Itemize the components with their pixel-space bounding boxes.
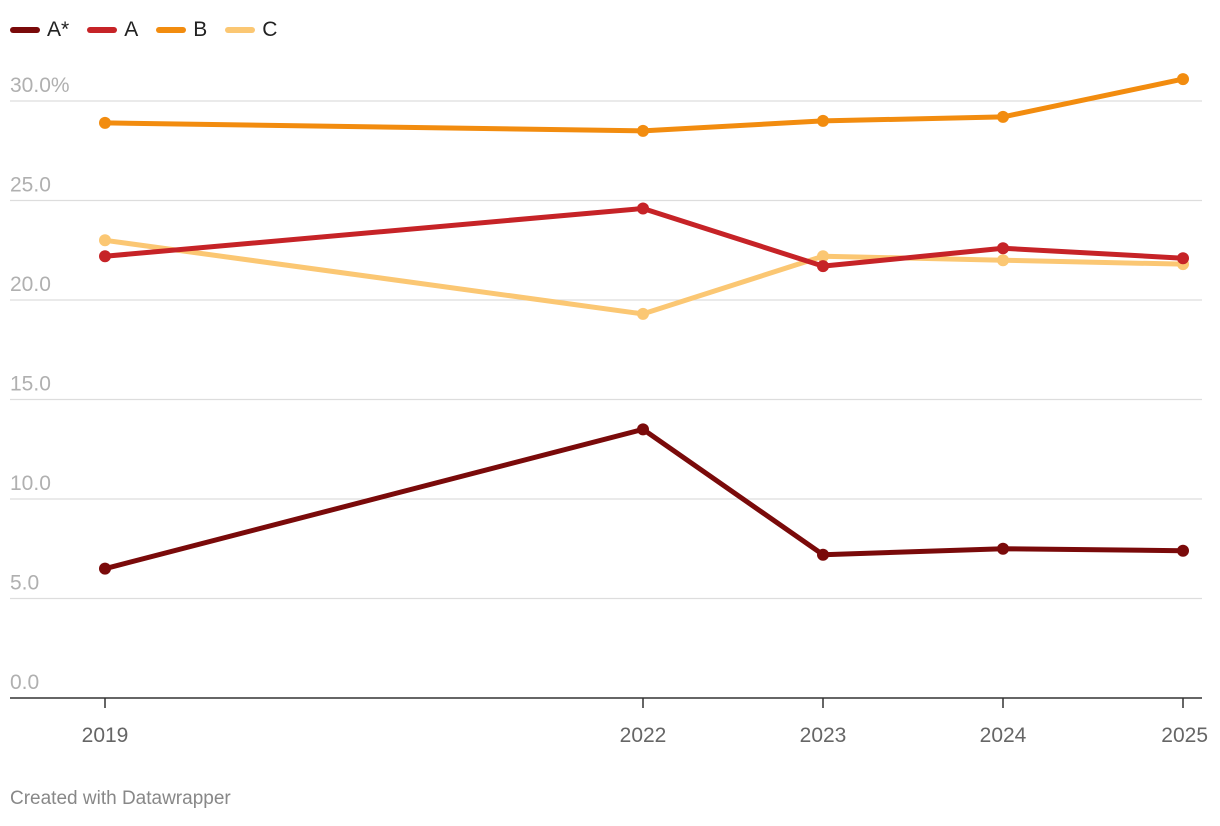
legend-swatch [87,27,118,33]
data-point [1177,544,1189,557]
y-axis-ticks: 0.0 5.0 10.0 15.0 20.0 25.0 30.0% [10,74,70,694]
data-point [817,548,829,561]
y-tick-label: 5.0 [10,572,39,595]
legend-swatch [156,27,187,33]
series-lines [102,76,1186,572]
data-point [637,307,649,320]
data-point [997,242,1009,255]
data-point [997,254,1009,267]
x-tick-label: 2022 [620,724,667,747]
data-point [637,124,649,137]
data-point [817,250,829,263]
x-tick-label: 2023 [800,724,847,747]
data-point [99,116,111,129]
x-tick-label: 2019 [82,724,129,747]
legend-label: A* [47,18,70,41]
y-tick-label: 10.0 [10,472,51,495]
data-point [637,423,649,436]
y-tick-label: 25.0 [10,174,51,197]
y-tick-label: 0.0 [10,671,39,694]
series-line-a [102,205,1186,269]
y-tick-label: 15.0 [10,373,51,396]
data-point [99,250,111,263]
data-point [997,110,1009,123]
x-tick-label: 2025 [1161,724,1208,747]
data-point [637,202,649,215]
data-point [99,234,111,247]
legend-item: C [225,18,277,42]
legend-label: B [193,18,208,41]
series-points [99,73,1189,575]
legend-item: A [87,18,138,42]
legend-item: B [156,18,207,42]
data-point [817,260,829,273]
data-point [1177,252,1189,265]
legend-swatch [10,27,40,33]
grid-lines [10,100,1202,600]
legend-item: A* [10,18,69,42]
x-axis: 2019 2022 2023 2024 2025 [10,697,1208,747]
y-tick-label: 30.0% [10,74,70,97]
chart-legend: A* A B C [10,14,277,46]
y-tick-label: 20.0 [10,273,51,296]
x-tick-label: 2024 [980,724,1027,747]
data-point [99,562,111,575]
legend-label: A [124,18,139,41]
legend-label: C [262,18,278,41]
data-point [1177,73,1189,86]
series-line-b [102,76,1186,134]
credit-text: Created with Datawrapper [10,788,231,809]
data-point [817,114,829,127]
legend-swatch [225,27,256,33]
data-point [997,542,1009,555]
